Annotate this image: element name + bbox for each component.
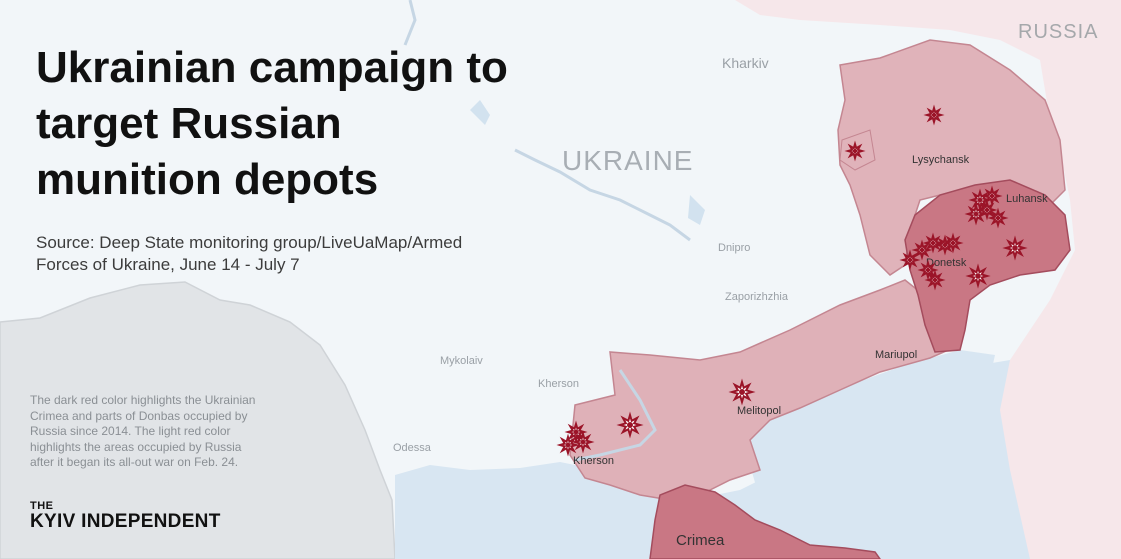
label-kharkiv: Kharkiv bbox=[722, 55, 769, 71]
explosion-core-icon bbox=[852, 148, 858, 154]
explosion-core-icon bbox=[975, 273, 981, 279]
title-line: Ukrainian campaign to bbox=[36, 43, 508, 92]
explosion-core-icon bbox=[565, 442, 571, 448]
label-donetsk: Donetsk bbox=[926, 257, 967, 269]
source-line: Forces of Ukraine, June 14 - July 7 bbox=[36, 255, 300, 274]
label-russia: RUSSIA bbox=[1018, 21, 1098, 43]
explosion-core-icon bbox=[739, 389, 745, 395]
explosion-core-icon bbox=[580, 439, 586, 445]
note-line: after it began its all-out war on Feb. 2… bbox=[30, 455, 239, 469]
occupied-2014-crimea bbox=[649, 484, 881, 559]
logo-name: KYIV INDEPENDENT bbox=[30, 511, 221, 532]
russia-territory bbox=[735, 0, 1121, 559]
label-kherson-region: Kherson bbox=[538, 378, 579, 390]
label-melitopol: Melitopol bbox=[737, 405, 781, 417]
logo-the: THE bbox=[30, 500, 54, 512]
explosion-core-icon bbox=[973, 211, 979, 217]
explosion-core-icon bbox=[919, 247, 925, 253]
source-line: Source: Deep State monitoring group/Live… bbox=[36, 233, 463, 252]
explosion-core-icon bbox=[931, 112, 937, 118]
explosion-core-icon bbox=[907, 257, 913, 263]
explosion-core-icon bbox=[989, 193, 995, 199]
explosion-core-icon bbox=[1012, 245, 1018, 251]
note-line: highlights the areas occupied by Russia bbox=[30, 439, 242, 454]
label-mykolaiv: Mykolaiv bbox=[440, 355, 483, 367]
river-dnipro bbox=[403, 0, 691, 462]
note-line: Russia since 2014. The light red color bbox=[30, 424, 231, 438]
explosion-core-icon bbox=[950, 240, 956, 246]
label-kherson-city: Kherson bbox=[573, 455, 614, 467]
sea-area bbox=[395, 360, 1030, 559]
explosion-core-icon bbox=[573, 429, 579, 435]
label-crimea: Crimea bbox=[676, 532, 725, 549]
explosion-core-icon bbox=[995, 215, 1001, 221]
label-lysychansk: Lysychansk bbox=[912, 154, 970, 166]
neighbor-country bbox=[0, 281, 396, 559]
legend-note: The dark red color highlights the Ukrain… bbox=[30, 393, 330, 471]
label-luhansk: Luhansk bbox=[1006, 193, 1048, 205]
page-title: Ukrainian campaign to target Russian mun… bbox=[36, 40, 636, 208]
azov-sea bbox=[740, 350, 995, 520]
explosion-core-icon bbox=[984, 207, 990, 213]
depot-strike-markers bbox=[556, 104, 1028, 457]
label-zaporizhzhia: Zaporizhzhia bbox=[725, 291, 789, 303]
label-mariupol: Mariupol bbox=[875, 349, 917, 361]
publisher-logo: THE KYIV INDEPENDENT bbox=[30, 500, 221, 532]
title-line: target Russian bbox=[36, 99, 342, 148]
title-line: munition depots bbox=[36, 155, 379, 204]
note-line: Crimea and parts of Donbas occupied by bbox=[30, 408, 248, 423]
explosion-core-icon bbox=[627, 422, 633, 428]
label-dnipro: Dnipro bbox=[718, 242, 750, 254]
explosion-core-icon bbox=[977, 197, 983, 203]
note-line: The dark red color highlights the Ukrain… bbox=[30, 393, 256, 407]
explosion-core-icon bbox=[925, 267, 931, 273]
occupied-2014-donbas bbox=[904, 179, 1071, 353]
explosion-core-icon bbox=[932, 277, 938, 283]
label-ukraine: UKRAINE bbox=[562, 145, 693, 176]
source-text: Source: Deep State monitoring group/Live… bbox=[36, 232, 576, 276]
label-odessa: Odessa bbox=[393, 442, 432, 454]
explosion-core-icon bbox=[930, 240, 936, 246]
